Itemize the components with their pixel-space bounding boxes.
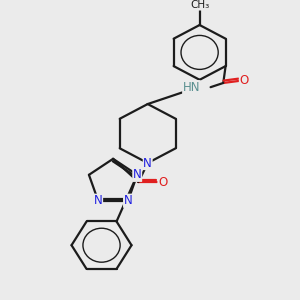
Text: N: N xyxy=(143,157,152,169)
Text: N: N xyxy=(94,194,103,207)
Text: O: O xyxy=(158,176,167,188)
Text: N: N xyxy=(124,194,132,207)
Text: HN: HN xyxy=(183,81,200,94)
Text: CH₃: CH₃ xyxy=(190,0,209,10)
Text: N: N xyxy=(133,168,142,181)
Text: O: O xyxy=(239,74,249,87)
